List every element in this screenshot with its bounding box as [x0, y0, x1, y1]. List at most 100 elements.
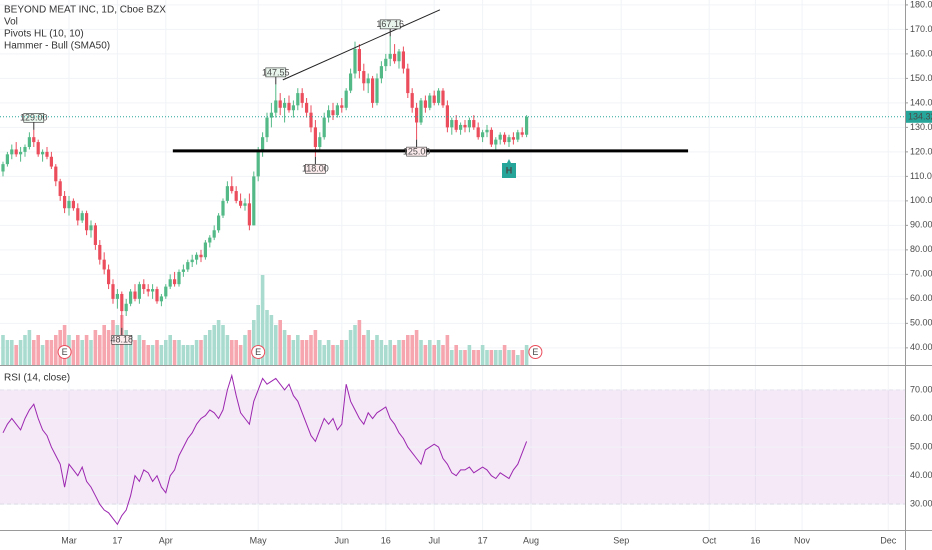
candle-body: [291, 105, 295, 111]
volume-bar: [238, 345, 243, 365]
candle-body: [80, 213, 84, 221]
candle-body: [84, 213, 89, 231]
candle-body: [67, 200, 71, 209]
x-tick-label: Nov: [794, 535, 811, 545]
candle-body: [406, 68, 410, 94]
volume-bar: [511, 350, 516, 365]
candle-body: [76, 208, 80, 221]
volume-bar: [331, 345, 335, 365]
y-tick-label: 40.00: [910, 342, 932, 352]
volume-bar: [194, 340, 199, 365]
earnings-marker: [251, 345, 266, 359]
candle-body: [54, 166, 58, 182]
volume-bar: [493, 350, 498, 365]
candle-body: [230, 186, 234, 192]
indicator-label: Pivots HL (10, 10): [4, 29, 84, 40]
candle-body: [353, 48, 357, 74]
x-tick-label: 16: [750, 535, 760, 545]
candle-body: [23, 146, 27, 152]
candle-body: [494, 139, 498, 145]
candle-body: [124, 303, 128, 312]
candle-body: [199, 254, 203, 258]
candle-body: [45, 151, 49, 157]
volume-bar: [278, 320, 282, 365]
x-tick-label: 17: [478, 535, 488, 545]
y-tick-label: 140.00: [910, 97, 932, 107]
rsi-tick-label: 40.00: [910, 470, 932, 480]
candle-body: [137, 284, 141, 299]
candle-body: [375, 78, 379, 103]
volume-bar: [234, 340, 238, 365]
candle-body: [186, 262, 190, 270]
candle-body: [472, 120, 476, 128]
volume-bar: [383, 345, 388, 365]
candle-body: [252, 176, 256, 226]
pivot-box: [305, 163, 326, 174]
hammer-label: H: [506, 165, 513, 175]
volume-bar: [282, 330, 287, 365]
candle-body: [5, 154, 9, 165]
volume-bar: [410, 335, 414, 365]
x-tick-label: Jul: [428, 535, 440, 545]
candle-body: [212, 230, 216, 238]
volume-bar: [309, 335, 313, 365]
volume-bar: [366, 330, 370, 365]
candle-body: [128, 291, 133, 304]
x-tick-label: 16: [381, 535, 391, 545]
candle-body: [256, 151, 260, 177]
volume-bar: [357, 320, 362, 365]
candle-body: [27, 137, 31, 147]
rsi-tick-label: 70.00: [910, 384, 932, 394]
y-tick-label: 160.00: [910, 48, 932, 58]
volume-bar: [300, 340, 304, 365]
volume-bar: [212, 325, 216, 365]
volume-bar: [45, 340, 49, 365]
candle-body: [111, 284, 115, 299]
rsi-tick-label: 30.00: [910, 499, 932, 509]
pivot-box: [406, 146, 427, 157]
volume-bar: [53, 335, 58, 365]
volume-bar: [361, 335, 366, 365]
volume-bar: [441, 345, 445, 365]
candle-body: [313, 127, 317, 147]
candle-body: [300, 93, 304, 103]
volume-bar: [75, 335, 80, 365]
volume-bar: [89, 340, 93, 365]
candle-body: [450, 120, 454, 128]
trend-line: [282, 9, 441, 81]
volume-bar: [177, 340, 181, 365]
volume-bar: [423, 345, 428, 365]
volume-bar: [203, 335, 208, 365]
y-tick-label: 70.00: [910, 269, 932, 279]
volume-bar: [256, 305, 260, 365]
volume-bar: [379, 340, 384, 365]
volume-bar: [31, 340, 36, 365]
candle-body: [309, 112, 313, 128]
indicator-label: Vol: [4, 17, 18, 28]
volume-bar: [27, 330, 32, 365]
candle-body: [304, 102, 309, 113]
rsi-title: RSI (14, close): [4, 373, 70, 384]
volume-bar: [445, 335, 450, 365]
pivot-box: [23, 113, 45, 123]
candle-body: [384, 58, 388, 67]
volume-bar: [454, 345, 458, 365]
volume-bar: [229, 340, 234, 365]
candle-body: [164, 286, 168, 297]
candle-body: [155, 289, 159, 302]
candle-body: [168, 279, 172, 287]
candle-body: [71, 200, 75, 209]
volume-bar: [133, 340, 137, 365]
candle-body: [511, 137, 515, 140]
volume-bar: [225, 335, 230, 365]
candle-body: [428, 95, 432, 108]
volume-bar: [84, 335, 89, 365]
candle-body: [58, 181, 62, 196]
candle-body: [269, 112, 273, 118]
candle-body: [216, 215, 221, 231]
earnings-label: E: [255, 347, 261, 357]
x-tick-label: Mar: [61, 535, 77, 545]
x-tick-label: Aug: [523, 535, 539, 545]
candle-body: [357, 48, 361, 72]
candle-body: [489, 129, 493, 145]
